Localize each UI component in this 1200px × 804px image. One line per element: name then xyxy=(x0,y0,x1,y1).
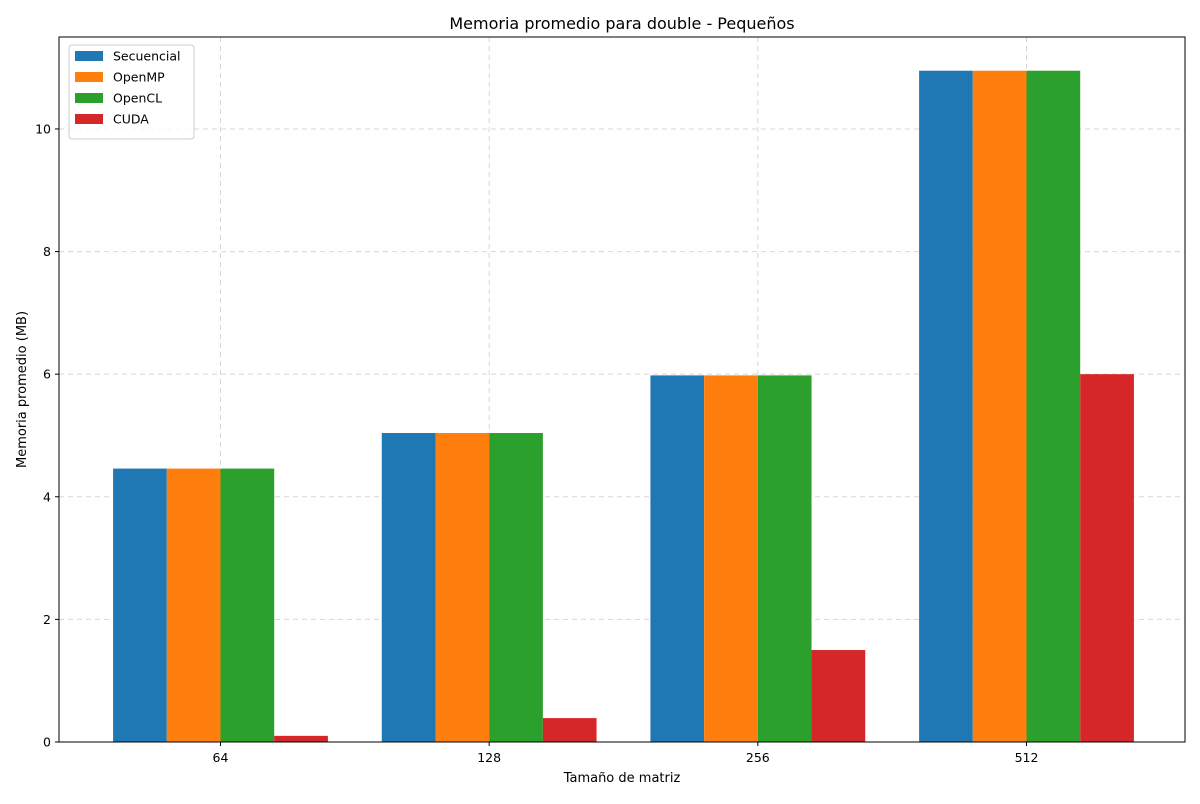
x-axis-ticks: 64 128 256 512 xyxy=(213,742,1039,765)
y-tick-label: 8 xyxy=(43,244,51,259)
legend-label-secuencial: Secuencial xyxy=(113,49,181,64)
chart-title: Memoria promedio para double - Pequeños xyxy=(449,14,794,33)
bar-cuda-64 xyxy=(274,735,328,742)
y-axis-label: Memoria promedio (MB) xyxy=(15,311,30,468)
bar-secuencial-128 xyxy=(381,433,436,742)
y-axis-ticks: 0 2 4 6 8 10 xyxy=(35,121,59,750)
x-tick-label: 64 xyxy=(213,750,229,765)
bar-openmp-512 xyxy=(972,70,1027,742)
bar-secuencial-64 xyxy=(113,468,167,742)
y-tick-label: 4 xyxy=(43,489,51,504)
legend: Secuencial OpenMP OpenCL CUDA xyxy=(68,44,195,140)
bar-opencl-256 xyxy=(757,375,812,742)
legend-label-opencl: OpenCL xyxy=(113,91,162,106)
x-axis-label: Tamaño de matriz xyxy=(563,771,681,786)
bar-opencl-128 xyxy=(489,433,543,742)
legend-swatch-opencl xyxy=(75,93,103,103)
bar-secuencial-512 xyxy=(919,70,973,742)
bar-secuencial-256 xyxy=(650,375,705,742)
plot-frame xyxy=(58,36,1186,743)
legend-swatch-cuda xyxy=(75,114,103,124)
bar-openmp-128 xyxy=(435,433,490,742)
x-tick-label: 128 xyxy=(477,750,501,765)
bar-openmp-256 xyxy=(704,375,758,742)
legend-label-cuda: CUDA xyxy=(113,112,149,127)
x-tick-label: 256 xyxy=(746,750,770,765)
bar-opencl-64 xyxy=(220,468,275,742)
legend-swatch-secuencial xyxy=(75,51,103,61)
y-tick-label: 10 xyxy=(35,121,51,136)
legend-swatch-openmp xyxy=(75,72,103,82)
y-tick-label: 0 xyxy=(43,735,51,750)
bar-openmp-64 xyxy=(166,468,221,742)
y-tick-label: 2 xyxy=(43,612,51,627)
bar-opencl-512 xyxy=(1026,70,1081,742)
legend-label-openmp: OpenMP xyxy=(113,70,165,85)
y-tick-label: 6 xyxy=(43,367,51,382)
bar-cuda-256 xyxy=(811,650,866,742)
bar-cuda-128 xyxy=(542,718,597,742)
x-tick-label: 512 xyxy=(1015,750,1039,765)
bars xyxy=(113,70,1134,742)
bar-cuda-512 xyxy=(1080,374,1134,742)
